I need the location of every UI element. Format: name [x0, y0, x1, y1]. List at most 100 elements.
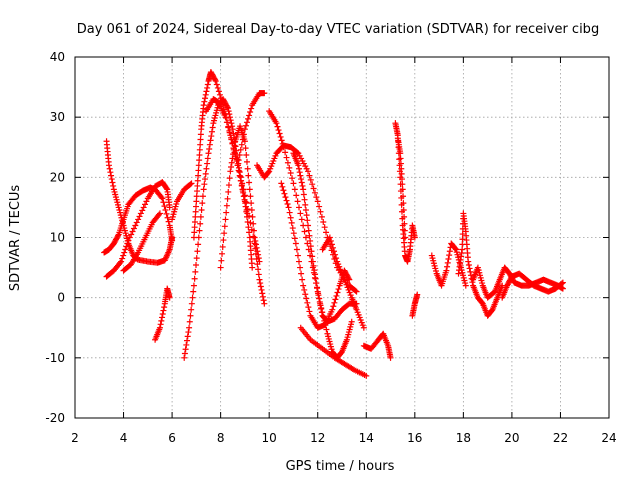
data-point [302, 291, 309, 298]
data-point [465, 262, 472, 269]
data-point [255, 271, 262, 278]
data-point [239, 136, 246, 143]
data-point [304, 217, 311, 224]
data-point [465, 258, 472, 265]
data-point [310, 262, 317, 269]
data-point [249, 213, 256, 220]
data-point [197, 131, 204, 138]
data-point [301, 228, 308, 235]
data-point [265, 169, 272, 176]
data-point [289, 175, 296, 182]
data-point [414, 291, 421, 298]
x-tick-label: 6 [168, 431, 176, 445]
data-point [236, 168, 243, 175]
series-arc-18 [360, 330, 394, 361]
data-point [302, 234, 309, 241]
data-point [333, 255, 340, 262]
data-point [311, 271, 318, 278]
data-point [219, 243, 226, 250]
data-point [282, 194, 289, 201]
y-tick-label: 10 [50, 231, 65, 245]
data-point [208, 133, 215, 140]
data-point [125, 237, 132, 244]
x-tick-label: 16 [407, 431, 422, 445]
data-point [192, 268, 199, 275]
data-point [123, 243, 130, 250]
data-point [240, 193, 247, 200]
data-point [444, 259, 451, 266]
data-point [199, 200, 206, 207]
data-point [166, 294, 173, 301]
data-point [352, 287, 359, 294]
data-point [249, 264, 256, 271]
data-point [224, 105, 231, 112]
data-point [194, 182, 201, 189]
series-arc-07 [181, 96, 251, 361]
data-point [240, 186, 247, 193]
data-point [559, 285, 566, 292]
data-point [212, 76, 219, 83]
data-point [194, 248, 201, 255]
data-point [162, 206, 169, 213]
data-point [228, 159, 235, 166]
data-point [229, 126, 236, 133]
data-point [257, 283, 264, 290]
data-point [400, 200, 407, 207]
data-point [315, 292, 322, 299]
data-point [200, 102, 207, 109]
data-point [244, 165, 251, 172]
data-point [304, 299, 311, 306]
series-arc-24 [470, 264, 566, 301]
data-point [204, 155, 211, 162]
data-point [305, 168, 312, 175]
data-point [198, 206, 205, 213]
data-point [296, 169, 303, 176]
chart-title: Day 061 of 2024, Sidereal Day-to-day VTE… [77, 22, 599, 37]
data-point [226, 129, 233, 136]
data-point [191, 229, 198, 236]
data-point [248, 200, 255, 207]
data-point [559, 279, 566, 286]
data-point [246, 213, 253, 220]
data-point [196, 157, 203, 164]
data-point [202, 95, 209, 102]
data-point [306, 308, 313, 315]
data-point [258, 286, 265, 293]
data-point [313, 280, 320, 287]
data-point [184, 337, 191, 344]
data-point [256, 258, 263, 265]
data-point [398, 170, 405, 177]
data-point [316, 295, 323, 302]
data-point [250, 233, 257, 240]
x-tick-label: 10 [262, 431, 277, 445]
data-point [259, 290, 266, 297]
x-tick-label: 12 [310, 431, 325, 445]
series-arc-25 [499, 270, 566, 301]
data-point [313, 194, 320, 201]
data-point [221, 230, 228, 237]
data-point [230, 151, 237, 158]
data-point [128, 231, 135, 238]
series-arc-13 [266, 108, 355, 361]
data-point [255, 266, 262, 273]
data-point [136, 213, 143, 220]
data-point [130, 225, 137, 232]
data-point [284, 159, 291, 166]
data-point [196, 151, 203, 158]
series-arc-17 [319, 234, 367, 331]
data-point [297, 172, 304, 179]
data-point [254, 248, 261, 255]
data-point [257, 280, 264, 287]
data-point [294, 198, 301, 205]
data-point [197, 213, 204, 220]
data-point [191, 224, 198, 231]
data-point [311, 267, 318, 274]
data-point [243, 151, 250, 158]
data-point [216, 91, 223, 98]
data-point [156, 210, 163, 217]
x-tick-label: 8 [217, 431, 225, 445]
data-point [156, 324, 163, 331]
data-point [279, 140, 286, 147]
data-point [459, 236, 466, 243]
data-point [187, 181, 194, 188]
